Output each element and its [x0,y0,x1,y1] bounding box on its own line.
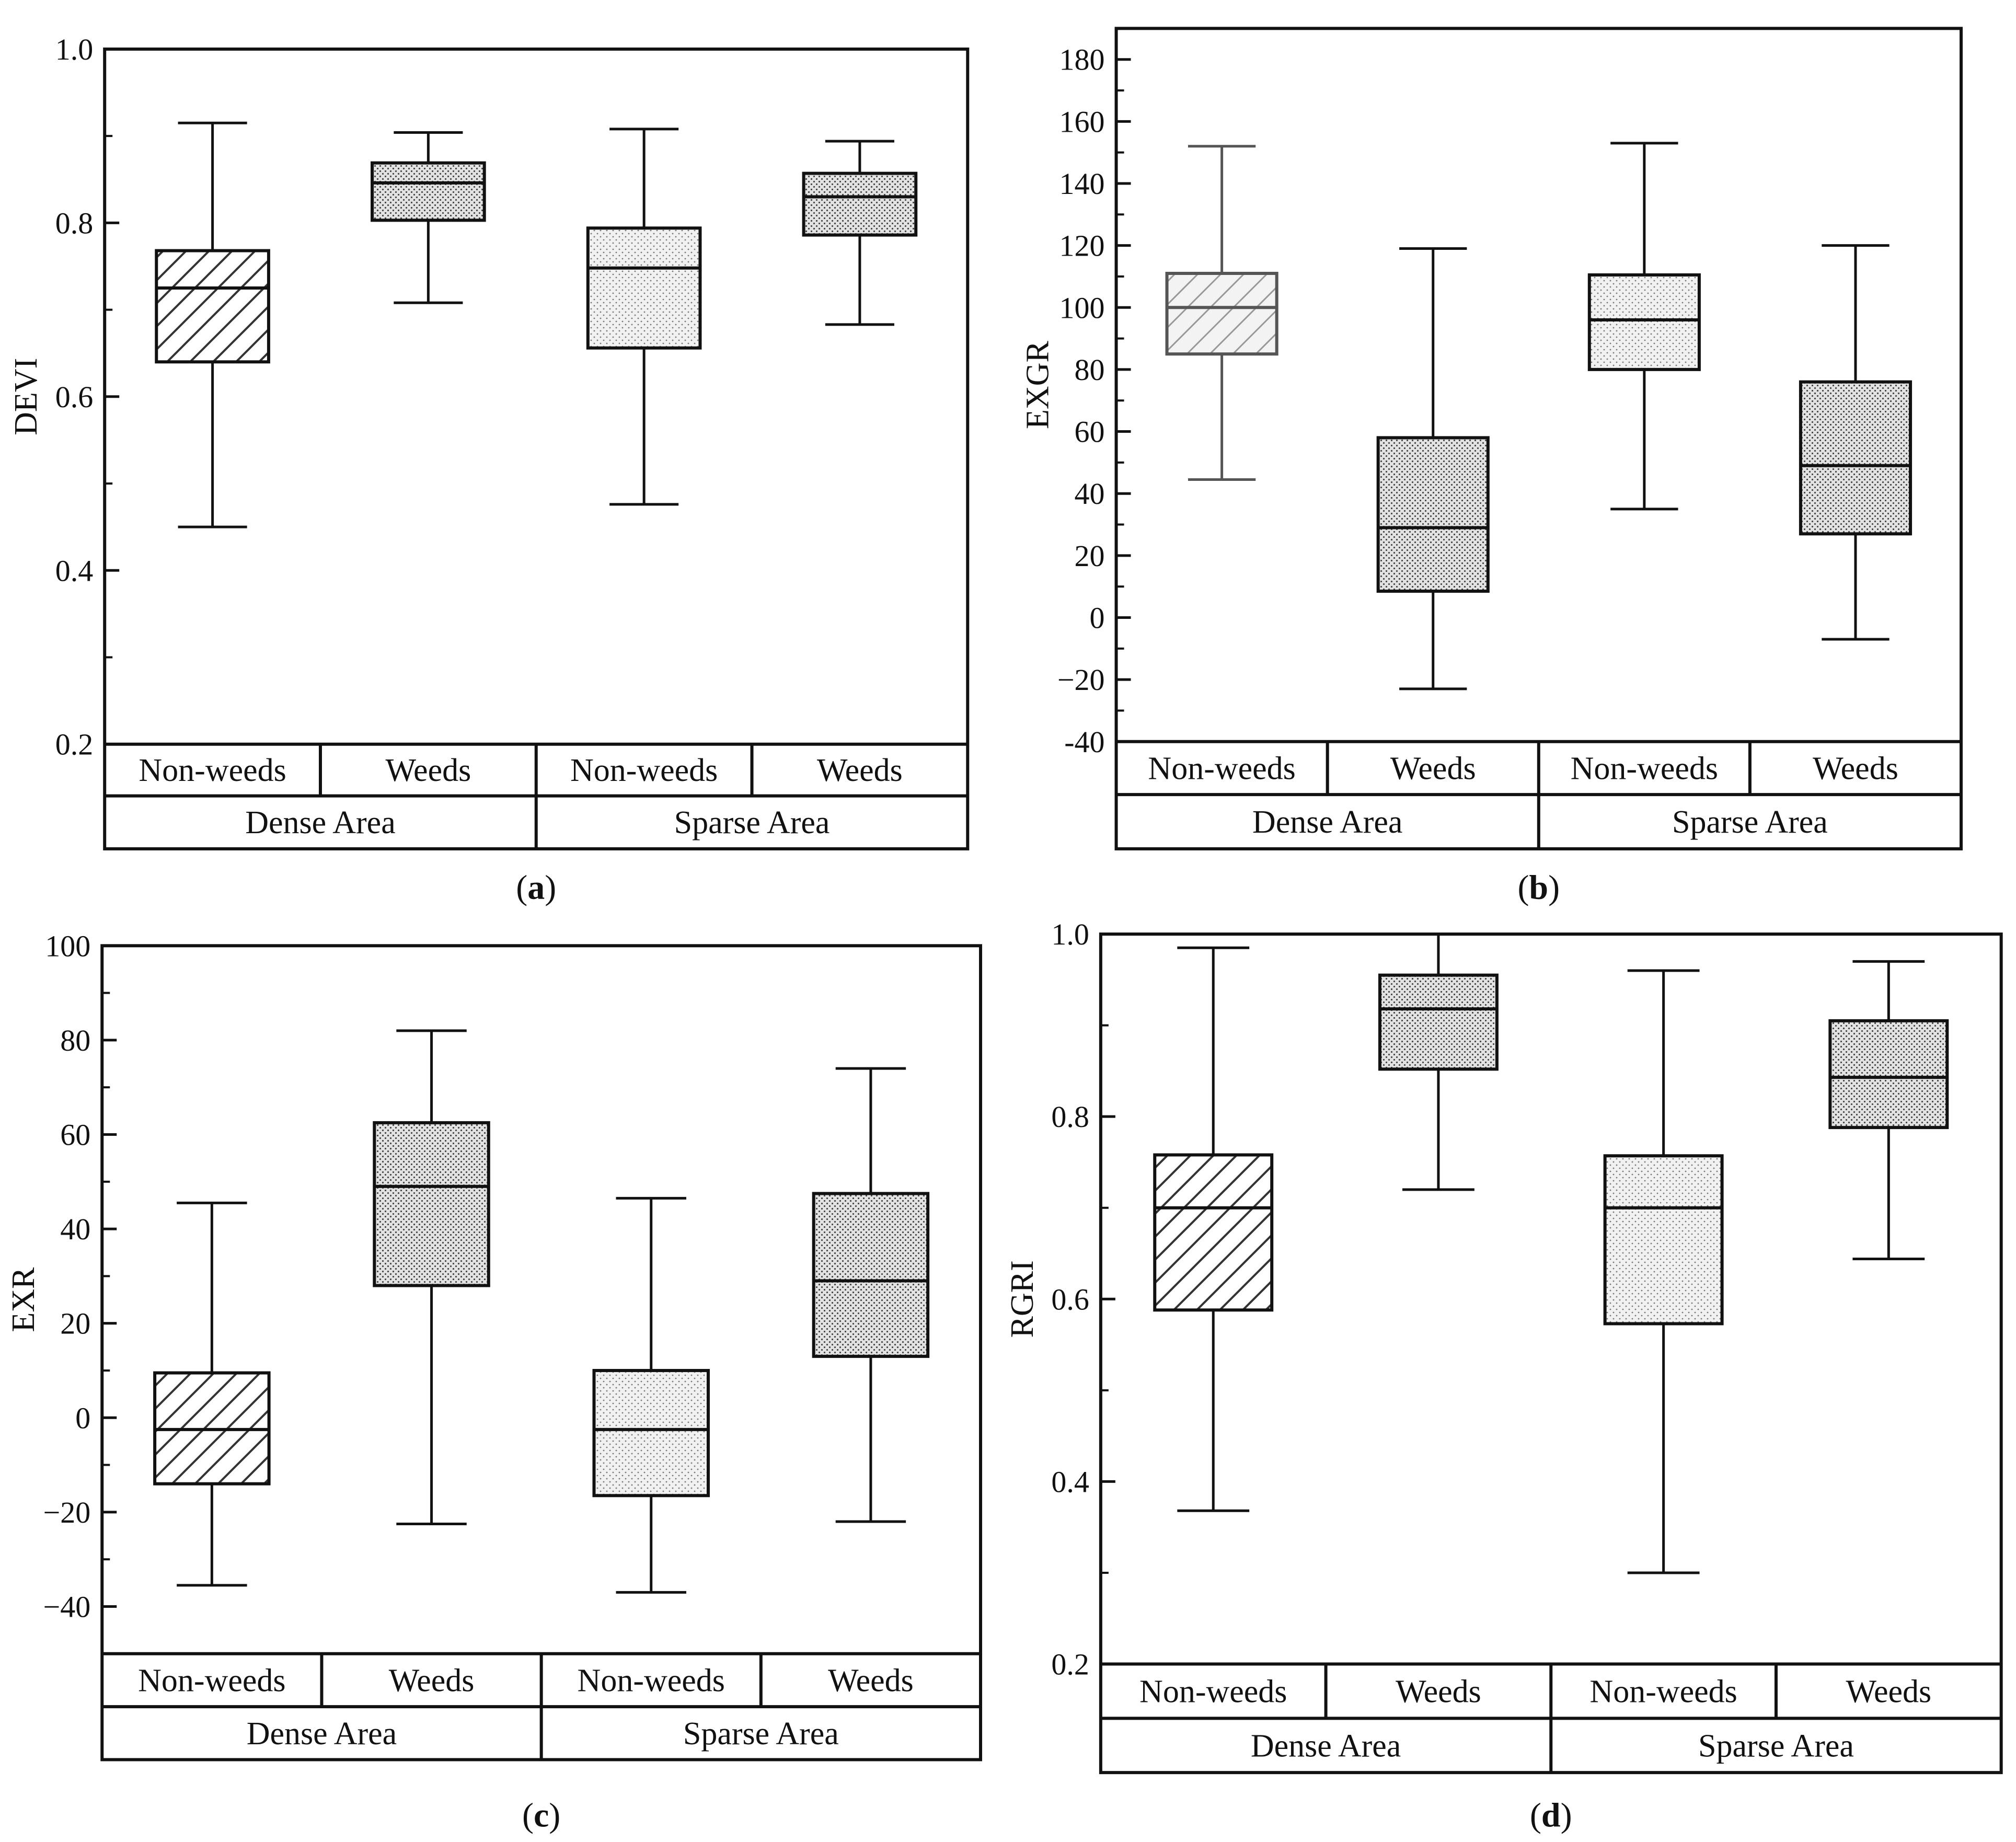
y-tick-label: 100 [45,929,90,963]
category-label: Weeds [1813,751,1898,786]
iqr-box [812,1192,930,1358]
y-tick-label: 1.0 [55,32,94,66]
y-axis-label: RGRI [1005,1260,1040,1338]
y-tick-label: 60 [60,1118,90,1152]
y-tick-label: 0.2 [55,728,94,762]
y-tick-label: -40 [1064,725,1104,759]
category-label: Non-weeds [1148,751,1295,786]
y-tick-label: 20 [1075,539,1105,573]
iqr-box [1165,272,1278,356]
group-label: Sparse Area [1672,804,1828,840]
iqr-box [1587,273,1701,371]
iqr-box [1603,1154,1724,1326]
category-label: Weeds [386,753,471,788]
y-tick-label: 140 [1059,167,1105,201]
y-tick-label: 40 [60,1212,90,1246]
iqr-box [1378,973,1499,1071]
iqr-box [1153,1153,1274,1312]
y-tick-label: −20 [1057,663,1105,697]
panel-caption: (c) [522,1796,560,1834]
category-label: Non-weeds [1139,1674,1287,1709]
y-tick-label: 40 [1075,477,1105,511]
category-label: Non-weeds [139,753,286,788]
plot-frame [100,944,983,1762]
y-tick-label: 1.0 [1051,917,1089,951]
category-label: Weeds [1390,751,1476,786]
iqr-box [592,1368,710,1498]
iqr-box [802,171,918,237]
plot-frame [103,47,970,850]
y-tick-label: −20 [43,1495,91,1529]
iqr-box [1376,436,1490,593]
y-axis-label: DEVI [8,358,44,435]
y-tick-label: 180 [1059,43,1105,77]
iqr-box [1799,380,1913,536]
y-tick-label: 0 [75,1401,90,1435]
category-label: Non-weeds [570,753,718,788]
y-tick-label: 0.8 [55,206,94,240]
iqr-box [155,249,270,364]
y-tick-label: 80 [60,1023,90,1057]
y-tick-label: 20 [60,1307,90,1341]
y-tick-label: 160 [1059,105,1105,139]
group-label: Sparse Area [1698,1728,1854,1764]
y-tick-label: 120 [1059,229,1105,263]
y-axis-label: EXGR [1020,341,1056,429]
category-label: Weeds [389,1663,475,1698]
category-label: Non-weeds [1589,1674,1737,1709]
iqr-box [373,1121,490,1287]
y-tick-label: 0.8 [1051,1100,1089,1134]
group-label: Dense Area [245,805,395,841]
y-tick-label: −40 [43,1590,91,1624]
panel-caption: (d) [1530,1796,1572,1834]
group-label: Dense Area [247,1716,397,1752]
iqr-box [1828,1019,1949,1130]
y-tick-label: 0.4 [55,554,94,588]
category-label: Weeds [828,1663,914,1698]
panel-caption: (b) [1517,869,1560,907]
category-label: Non-weeds [1571,751,1718,786]
y-tick-label: 0.2 [1051,1648,1089,1682]
group-label: Sparse Area [674,805,830,841]
panel-c: −40 −20 0 20 40 60 80 100 EXR Non-weeds Weeds Non-w… [6,929,983,1834]
y-tick-label: 80 [1075,353,1105,387]
panel-caption: (a) [516,869,556,907]
iqr-box [371,161,486,222]
group-label: Dense Area [1251,1728,1401,1764]
group-label: Dense Area [1252,804,1402,840]
category-label: Weeds [1846,1674,1931,1709]
panel-d: 0.2 0.4 0.6 0.8 1.0 RGRI Non-weeds Weeds Non-wee… [1005,917,2003,1834]
y-tick-label: 100 [1059,291,1105,325]
iqr-box [586,226,702,350]
panel-a: 0.2 0.4 0.6 0.8 1.0 DEVI Non-weeds Weeds Non-wee… [8,32,970,907]
category-label: Weeds [1396,1674,1481,1709]
group-label: Sparse Area [683,1716,839,1752]
category-label: Non-weeds [138,1663,285,1698]
category-label: Weeds [817,753,903,788]
y-tick-label: 0 [1090,601,1105,635]
category-label: Non-weeds [578,1663,725,1698]
y-axis-label: EXR [6,1267,41,1332]
plot-frame [1114,27,1963,850]
y-tick-label: 0.6 [1051,1282,1089,1316]
y-tick-label: 0.4 [1051,1465,1089,1499]
y-tick-label: 0.6 [55,380,94,414]
y-tick-label: 60 [1075,415,1105,449]
panel-b: -40 −20 0 20 40 60 80 100 120 140 160 180 EXGR Non-we… [1020,27,1963,907]
